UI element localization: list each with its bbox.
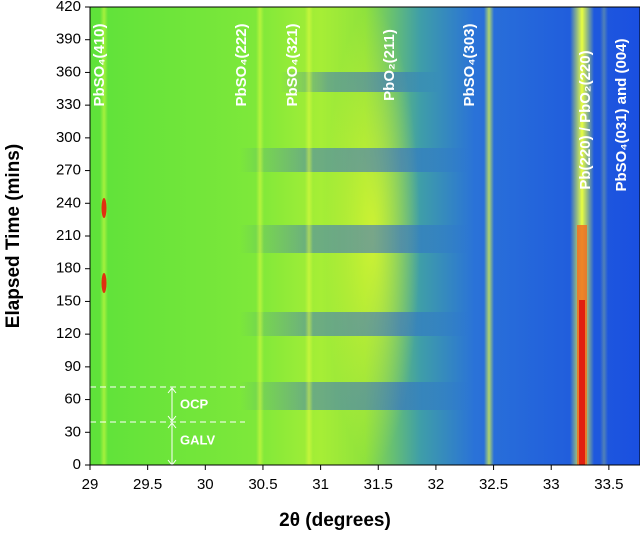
peak-label: PbSO₄(222) <box>233 23 250 106</box>
x-tick-label: 32 <box>428 476 445 493</box>
y-tick-label: 420 <box>56 0 81 15</box>
y-tick-label: 360 <box>56 63 81 80</box>
y-tick-label: 180 <box>56 260 81 277</box>
x-tick-label: 31.5 <box>364 476 393 493</box>
x-tick-label: 30 <box>197 476 214 493</box>
y-tick-label: 270 <box>56 162 81 179</box>
peak-label: PbSO₄(410) <box>91 23 108 106</box>
x-tick-label: 33.5 <box>594 476 623 493</box>
peak-label: Pb(220) / PbO₂(220) <box>577 50 594 189</box>
y-tick-label: 150 <box>56 292 81 309</box>
y-tick-label: 120 <box>56 325 81 342</box>
y-tick-label: 390 <box>56 31 81 48</box>
x-tick-label: 31 <box>312 476 329 493</box>
peak-label: PbO₂(211) <box>381 29 398 101</box>
y-tick-label: 0 <box>73 456 81 473</box>
y-tick-label: 90 <box>64 358 81 375</box>
x-axis-label: 2θ (degrees) <box>279 510 391 531</box>
y-tick-label: 210 <box>56 227 81 244</box>
phase-markers <box>90 386 245 466</box>
y-tick-label: 300 <box>56 129 81 146</box>
phase-label: OCP <box>180 396 209 411</box>
y-tick-label: 30 <box>64 423 81 440</box>
y-axis-label: Elapsed Time (mins) <box>3 144 24 328</box>
x-tick-label: 29 <box>82 476 99 493</box>
x-tick-label: 32.5 <box>479 476 508 493</box>
peak-label: PbSO₄(303) <box>461 23 478 106</box>
y-tick-label: 240 <box>56 194 81 211</box>
x-tick-label: 33 <box>543 476 560 493</box>
x-tick-label: 30.5 <box>248 476 277 493</box>
peak-label: PbSO₄(031) and (004) <box>613 38 630 191</box>
y-tick-label: 330 <box>56 96 81 113</box>
x-tick-label: 29.5 <box>133 476 162 493</box>
phase-label: GALV <box>180 432 215 447</box>
heatmap <box>90 7 640 465</box>
peak-label: PbSO₄(321) <box>284 23 301 106</box>
y-tick-label: 60 <box>64 391 81 408</box>
